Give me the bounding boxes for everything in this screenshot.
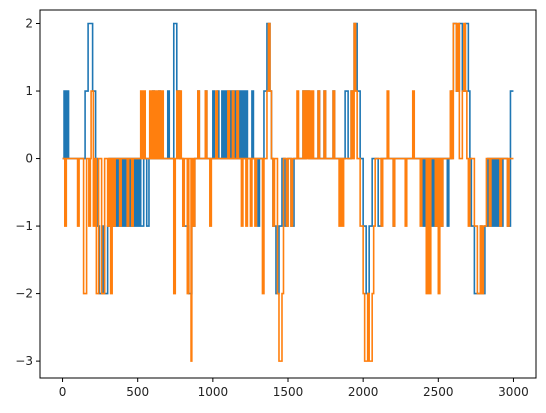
y-tick-label: −3 [15,354,33,368]
y-axis: 2 1 0 −1 −2 −3 [15,17,40,368]
x-tick-label: 0 [59,385,67,399]
y-tick-label: −2 [15,287,33,301]
x-axis: 0 500 1000 1500 2000 2500 3000 [59,378,529,399]
x-tick-label: 2000 [348,385,379,399]
x-tick-label: 3000 [498,385,529,399]
x-tick-label: 500 [126,385,149,399]
y-tick-label: 1 [25,84,33,98]
series-layer [62,22,514,362]
y-tick-label: 2 [25,17,33,31]
y-tick-label: −1 [15,219,33,233]
y-tick-label: 0 [25,152,33,166]
series-line-1 [62,22,514,295]
x-tick-label: 1000 [198,385,229,399]
x-tick-label: 2500 [423,385,454,399]
x-tick-label: 1500 [273,385,304,399]
series-line-2 [62,22,514,362]
